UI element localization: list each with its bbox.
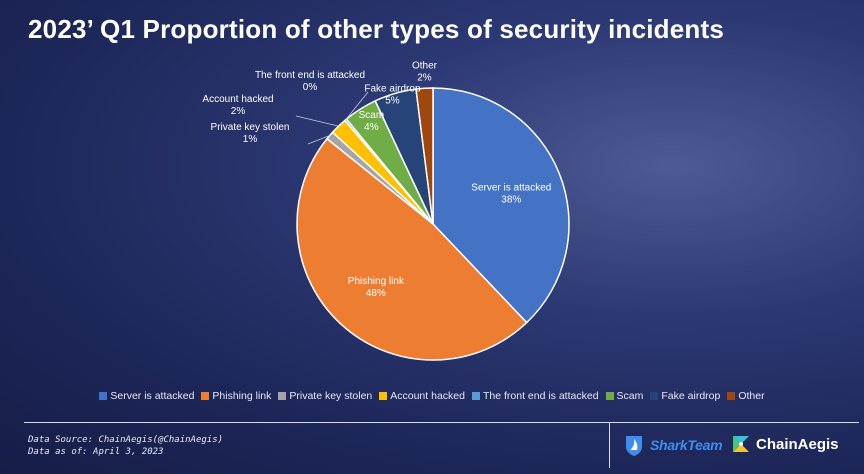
legend-label: Private key stolen [289,390,373,402]
leader-line-private-key-stolen [307,135,330,145]
legend-item-account-hacked: Account hacked [379,390,465,402]
data-label-private-key-stolen: Private key stolen 1% [211,122,290,145]
footer-source: Data Source: ChainAegis(@ChainAegis) Dat… [28,434,223,458]
data-label-fake-airdrop: Fake airdrop 5% [364,84,421,107]
data-label-front-end-attacked: The front end is attacked 0% [255,70,365,93]
data-label-server-attacked: Server is attacked 38% [471,183,551,206]
footer-divider [24,422,859,423]
legend-item-phishing-link: Phishing link [201,390,271,402]
legend-item-server-attacked: Server is attacked [99,390,194,402]
legend-swatch [650,392,659,400]
legend-label: The front end is attacked [482,390,599,402]
shark-fin-icon [626,436,642,456]
pie-slice-phishing-link [296,137,528,361]
legend-item-scam: Scam [605,390,644,402]
chainaegis-icon [733,436,749,452]
leader-line-front-end-attacked [345,91,369,120]
legend-label: Scam [616,390,644,402]
legend-swatch [727,392,736,400]
legend-swatch [201,392,210,400]
data-source-text: Data Source: ChainAegis(@ChainAegis) [28,435,224,445]
chart-title: 2023’ Q1 Proportion of other types of se… [28,14,725,44]
legend-item-other: Other [727,390,765,402]
pie-slice-server-attacked [432,87,570,324]
data-label-account-hacked: Account hacked 2% [202,94,273,117]
legend-swatch [471,392,480,400]
legend-label: Phishing link [212,390,272,402]
legend-label: Fake airdrop [661,390,721,402]
sharkteam-logo: SharkTeam [622,433,723,457]
legend-label: Server is attacked [110,390,195,402]
legend-label: Account hacked [390,390,465,402]
data-label-scam: Scam 4% [359,110,385,133]
pie-slice-other [415,87,434,225]
legend-item-private-key-stolen: Private key stolen [278,390,372,402]
legend-swatch [379,392,388,400]
legend-label: Other [738,390,765,402]
legend-item-fake-airdrop: Fake airdrop [650,390,720,402]
legend-swatch [605,392,614,400]
legend-swatch [99,392,108,400]
sharkteam-name: SharkTeam [650,437,723,453]
pie-chart: Server is attacked 38% Phishing link 48% Pri… [202,60,570,361]
legend-item-front-end-attacked: The front end is attacked [471,390,599,402]
data-label-other: Other 2% [412,60,438,83]
footer-vertical-divider [609,422,610,468]
chainaegis-name: ChainAegis [756,435,839,453]
leader-line-account-hacked [295,115,339,127]
chart-legend: Server is attacked Phishing link Private… [0,390,864,402]
data-date-text: Data as of: April 3, 2023 [28,447,164,457]
chainaegis-logo: ChainAegis [730,433,839,455]
legend-swatch [278,392,287,400]
data-label-phishing-link: Phishing link 48% [348,276,405,299]
